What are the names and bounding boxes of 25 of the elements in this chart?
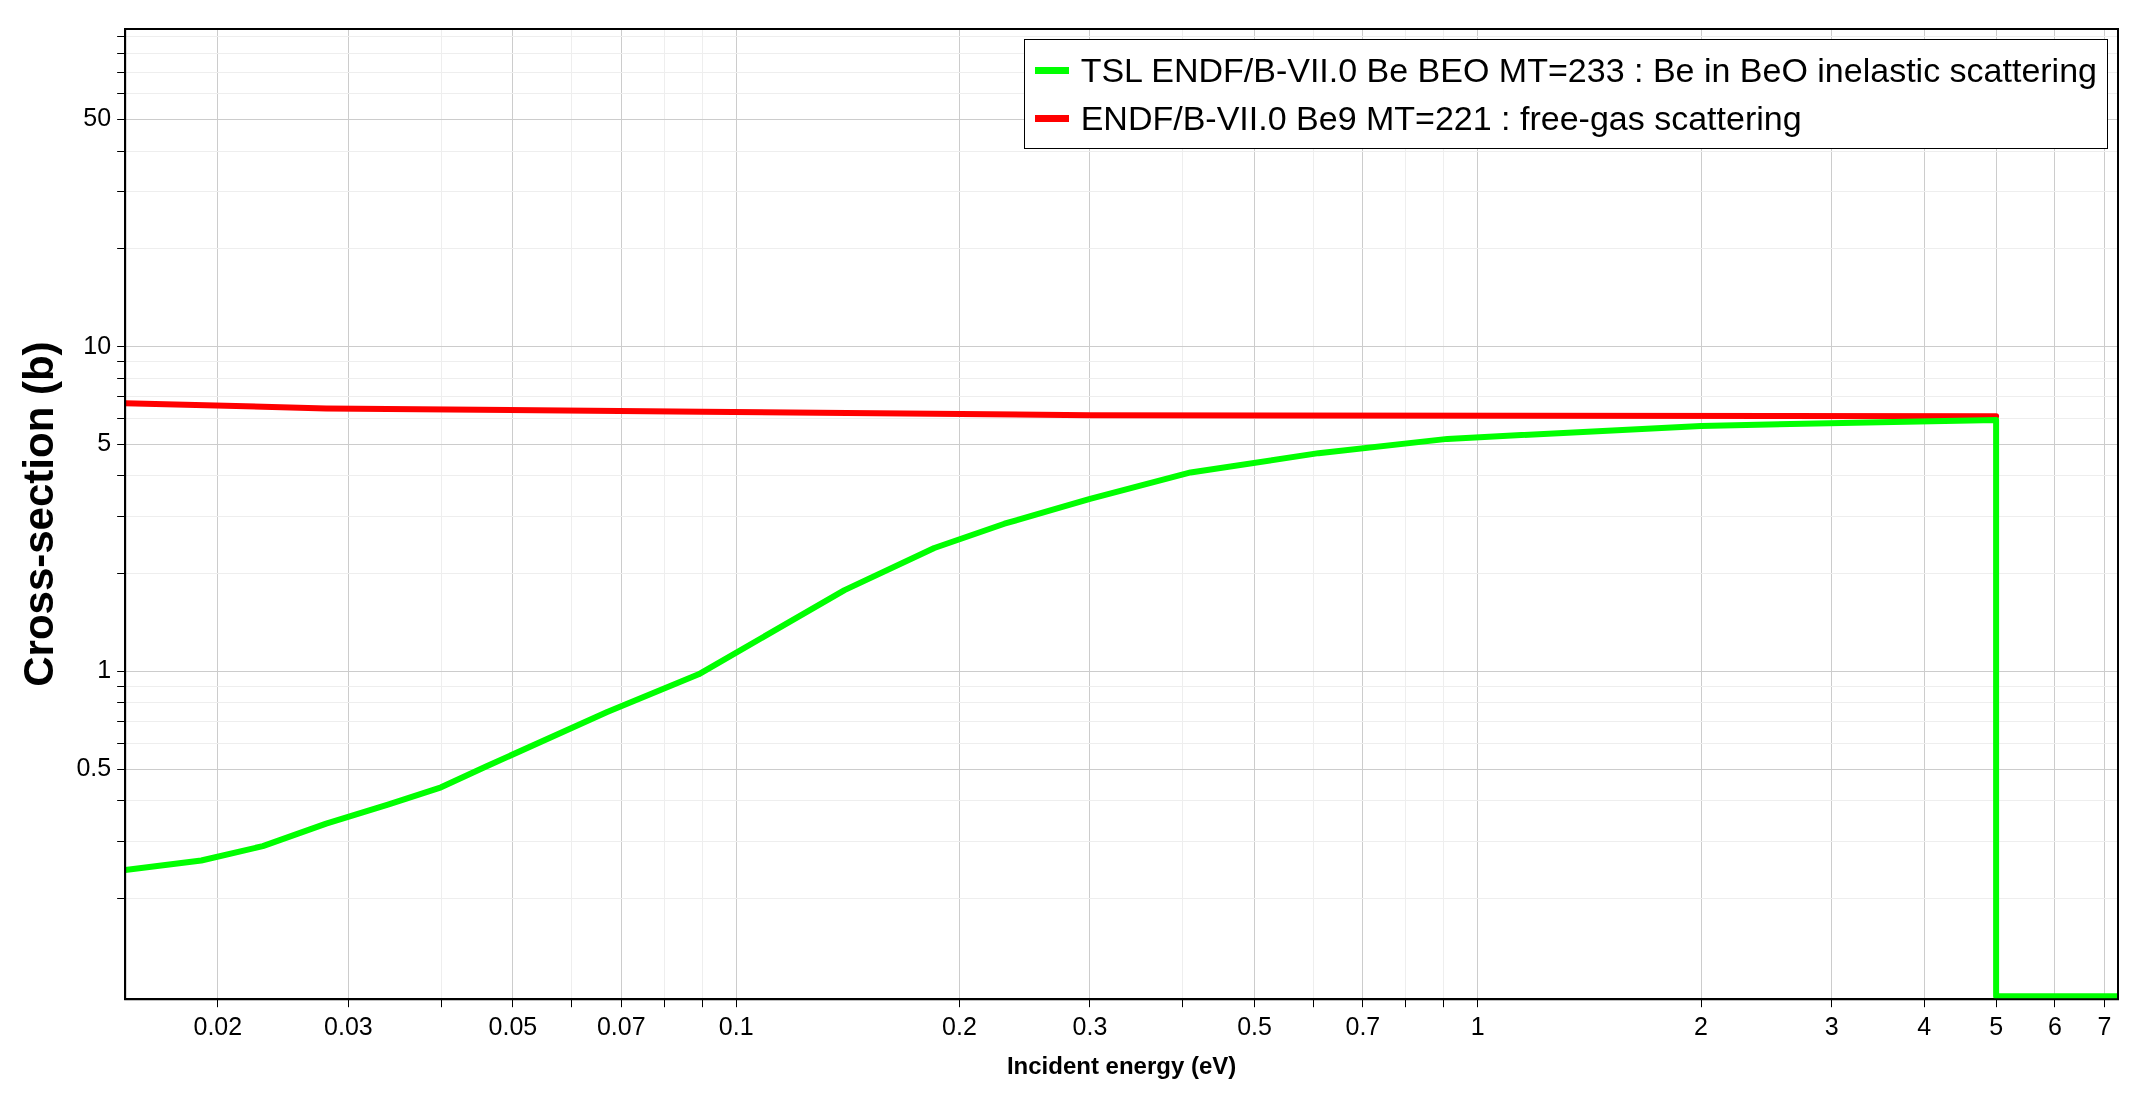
y-tick-label: 0.5 [76, 753, 112, 782]
y-tick-label: 50 [83, 103, 112, 132]
x-tick-label: 0.02 [193, 1012, 243, 1041]
y-tick-label: 5 [97, 428, 112, 457]
legend-label: ENDF/B-VII.0 Be9 MT=221 : free-gas scattering [1080, 98, 1802, 139]
x-tick-label: 0.2 [942, 1012, 977, 1041]
y-tick-label: 10 [83, 330, 112, 359]
x-tick-label: 0.03 [324, 1012, 373, 1041]
y-tick-label: 1 [97, 655, 112, 684]
x-tick-label: 3 [1824, 1012, 1839, 1041]
x-tick-label: 1 [1470, 1012, 1485, 1041]
x-tick-label: 6 [2047, 1012, 2062, 1041]
x-tick-label: 0.5 [1237, 1012, 1272, 1041]
x-tick-label: 0.07 [596, 1012, 646, 1041]
x-tick-label: 0.3 [1072, 1012, 1108, 1041]
x-tick-label: 2 [1694, 1012, 1708, 1041]
x-tick-label: 5 [1989, 1012, 2004, 1041]
y-axis-title: Cross-section (b) [14, 341, 62, 687]
x-tick-label: 0.1 [718, 1012, 754, 1041]
x-tick-label: 7 [2097, 1012, 2112, 1041]
x-tick-label: 4 [1917, 1012, 1932, 1041]
x-tick-label: 0.05 [488, 1012, 538, 1041]
x-axis-title: Incident energy (eV) [1006, 1052, 1237, 1080]
legend-label: TSL ENDF/B-VII.0 Be BEO MT=233 : Be in BeO inelastic scattering [1080, 50, 2097, 91]
x-tick-label: 0.7 [1345, 1012, 1381, 1041]
